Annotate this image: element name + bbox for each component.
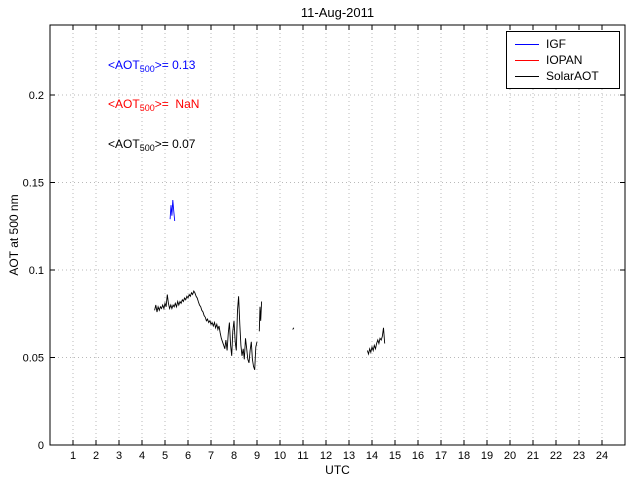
annotation-subscript: 500 <box>139 143 155 153</box>
legend-label: IGF <box>546 37 566 51</box>
solaraot-line-sample <box>515 75 539 77</box>
legend: IGF IOPAN SolarAOT <box>506 31 620 89</box>
x-axis-label: UTC <box>325 463 350 477</box>
svg-text:1: 1 <box>70 450 76 462</box>
igf-line-sample <box>515 43 539 45</box>
svg-text:10: 10 <box>274 450 286 462</box>
svg-text:0.2: 0.2 <box>29 90 44 102</box>
svg-text:19: 19 <box>481 450 493 462</box>
svg-text:0.05: 0.05 <box>23 353 44 365</box>
legend-entry-solaraot: SolarAOT <box>507 68 619 84</box>
svg-text:21: 21 <box>527 450 539 462</box>
svg-text:18: 18 <box>458 450 470 462</box>
annotation-subscript: 500 <box>139 103 155 113</box>
annotation-value: >= NaN <box>154 97 200 111</box>
legend-label: IOPAN <box>546 53 583 67</box>
annotation-igf-mean: <AOT500>= 0.13 <box>108 58 195 74</box>
annotation-text: <AOT <box>108 58 140 72</box>
svg-text:0.1: 0.1 <box>29 265 44 277</box>
svg-text:20: 20 <box>504 450 516 462</box>
annotation-text: <AOT <box>108 97 140 111</box>
annotation-value: >= 0.07 <box>154 137 196 151</box>
svg-text:4: 4 <box>139 450 145 462</box>
svg-text:9: 9 <box>254 450 260 462</box>
svg-text:17: 17 <box>435 450 447 462</box>
y-axis-label: AOT at 500 nm <box>7 194 21 276</box>
svg-text:23: 23 <box>573 450 585 462</box>
svg-text:15: 15 <box>389 450 401 462</box>
svg-text:11: 11 <box>297 450 308 462</box>
svg-text:6: 6 <box>185 450 191 462</box>
svg-text:0.15: 0.15 <box>23 178 44 190</box>
svg-text:2: 2 <box>93 450 99 462</box>
iopan-line-sample <box>515 59 539 61</box>
svg-text:22: 22 <box>550 450 562 462</box>
annotation-solaraot-mean: <AOT500>= 0.07 <box>108 137 195 153</box>
annotation-text: <AOT <box>108 137 140 151</box>
svg-text:0: 0 <box>38 440 44 452</box>
annotation-iopan-mean: <AOT500>= NaN <box>108 97 199 113</box>
svg-text:13: 13 <box>343 450 355 462</box>
svg-text:8: 8 <box>231 450 237 462</box>
svg-text:5: 5 <box>162 450 168 462</box>
legend-label: SolarAOT <box>546 69 599 83</box>
legend-entry-iopan: IOPAN <box>507 52 619 68</box>
svg-text:24: 24 <box>596 450 608 462</box>
annotation-value: >= 0.13 <box>154 58 196 72</box>
annotation-subscript: 500 <box>139 64 155 74</box>
svg-text:16: 16 <box>412 450 424 462</box>
legend-entry-igf: IGF <box>507 36 619 52</box>
svg-text:14: 14 <box>366 450 378 462</box>
chart-title: 11-Aug-2011 <box>300 5 375 20</box>
svg-text:12: 12 <box>320 450 332 462</box>
svg-text:3: 3 <box>116 450 122 462</box>
svg-text:7: 7 <box>208 450 214 462</box>
